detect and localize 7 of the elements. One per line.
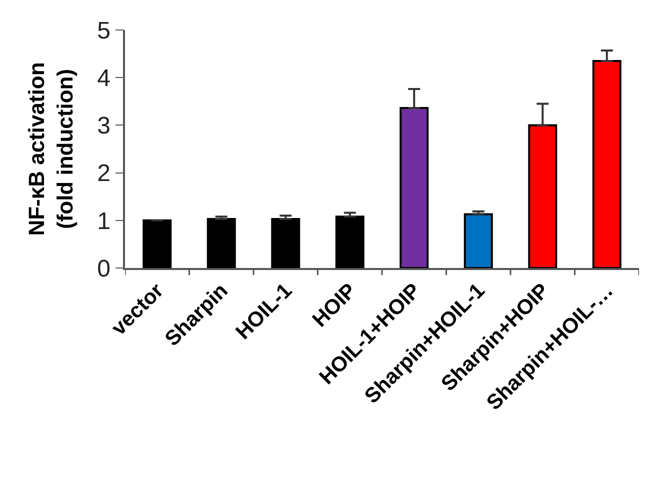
y-tick-label: 5: [97, 17, 110, 44]
y-axis-title: NF-κB activation (fold induction): [24, 62, 78, 236]
y-tick-label: 4: [97, 65, 110, 92]
y-tick-label: 2: [97, 160, 110, 188]
y-tick-label: 0: [97, 255, 110, 282]
y-tick-label: 1: [97, 208, 110, 235]
y-tick-label: 3: [97, 112, 110, 140]
